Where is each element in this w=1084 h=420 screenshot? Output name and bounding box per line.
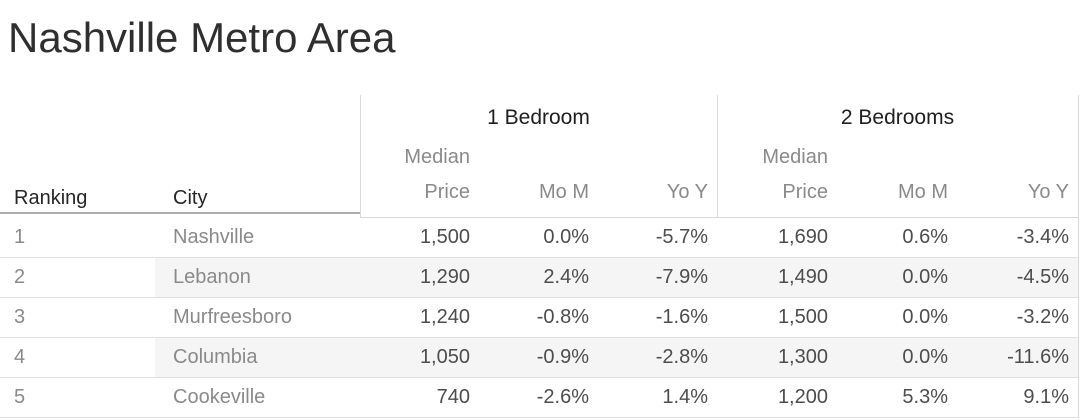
br1-yoy-cell: -7.9%	[598, 258, 717, 297]
br2-yoy-cell: -3.2%	[957, 298, 1078, 337]
yoy-label: Yo Y	[666, 181, 708, 203]
br1-mom-cell: -0.9%	[479, 338, 598, 377]
br2-median-price-cell: 1,200	[717, 378, 837, 417]
group-header-spacer	[0, 95, 360, 140]
table-row: 1 Nashville 1,500 0.0% -5.7% 1,690 0.6% …	[0, 218, 1078, 258]
br2-yoy-cell: -3.4%	[957, 218, 1078, 257]
column-group-header-row: 1 Bedroom 2 Bedrooms	[0, 95, 1078, 140]
column-group-2-bedrooms[interactable]: 2 Bedrooms	[840, 105, 955, 129]
br2-mom-cell: 5.3%	[837, 378, 957, 417]
br1-mom-cell: 0.0%	[479, 218, 598, 257]
column-header-mom-1br[interactable]: Mo M	[479, 175, 598, 212]
column-header-city[interactable]: City	[173, 187, 208, 209]
br2-median-price-cell: 1,500	[717, 298, 837, 337]
br1-mom-cell: 2.4%	[479, 258, 598, 297]
city-cell: Lebanon	[155, 258, 360, 297]
br1-median-price-cell: 740	[360, 378, 479, 417]
ranking-cell: 3	[0, 298, 155, 337]
br1-median-price-cell: 1,050	[360, 338, 479, 377]
city-cell: Murfreesboro	[155, 298, 360, 337]
br2-mom-cell: 0.0%	[837, 258, 957, 297]
br1-yoy-cell: -5.7%	[598, 218, 717, 257]
city-cell: Nashville	[155, 218, 360, 257]
br1-median-price-cell: 1,240	[360, 298, 479, 337]
mom-label: Mo M	[898, 181, 948, 203]
br2-mom-cell: 0.0%	[837, 298, 957, 337]
ranking-cell: 2	[0, 258, 155, 297]
median-price-label-line-2: Price	[424, 181, 470, 203]
column-header-yoy-2br[interactable]: Yo Y	[957, 175, 1078, 212]
ranking-cell: 5	[0, 378, 155, 417]
column-header-mom-2br[interactable]: Mo M	[837, 175, 957, 212]
ranking-cell: 1	[0, 218, 155, 257]
yoy-label: Yo Y	[1027, 181, 1069, 203]
br1-median-price-cell: 1,290	[360, 258, 479, 297]
median-price-label-line-1: Median	[762, 146, 828, 168]
table-right-border	[1078, 95, 1079, 418]
table-row: 3 Murfreesboro 1,240 -0.8% -1.6% 1,500 0…	[0, 298, 1078, 338]
table-row: 2 Lebanon 1,290 2.4% -7.9% 1,490 0.0% -4…	[0, 258, 1078, 298]
column-header-median-price-2br[interactable]: Median Price	[717, 140, 837, 212]
br1-mom-cell: -2.6%	[479, 378, 598, 417]
br2-mom-cell: 0.6%	[837, 218, 957, 257]
br1-yoy-cell: -1.6%	[598, 298, 717, 337]
median-price-label-line-1: Median	[404, 146, 470, 168]
row-header-underline	[0, 212, 360, 214]
br2-median-price-cell: 1,690	[717, 218, 837, 257]
page-title: Nashville Metro Area	[8, 14, 396, 61]
city-cell: Cookeville	[155, 378, 360, 417]
city-cell: Columbia	[155, 338, 360, 377]
table-body: 1 Nashville 1,500 0.0% -5.7% 1,690 0.6% …	[0, 218, 1078, 418]
column-header-median-price-1br[interactable]: Median Price	[360, 140, 479, 212]
column-header-row: Ranking City Median Price Mo M Yo Y Medi…	[0, 140, 1078, 212]
column-header-yoy-1br[interactable]: Yo Y	[598, 175, 717, 212]
br2-median-price-cell: 1,300	[717, 338, 837, 377]
br1-yoy-cell: 1.4%	[598, 378, 717, 417]
br2-mom-cell: 0.0%	[837, 338, 957, 377]
ranking-cell: 4	[0, 338, 155, 377]
table-row: 5 Cookeville 740 -2.6% 1.4% 1,200 5.3% 9…	[0, 378, 1078, 418]
column-group-1-bedroom[interactable]: 1 Bedroom	[487, 105, 590, 129]
table-row: 4 Columbia 1,050 -0.9% -2.8% 1,300 0.0% …	[0, 338, 1078, 378]
mom-label: Mo M	[539, 181, 589, 203]
column-header-ranking[interactable]: Ranking	[14, 187, 88, 209]
br2-yoy-cell: -4.5%	[957, 258, 1078, 297]
br1-median-price-cell: 1,500	[360, 218, 479, 257]
br2-median-price-cell: 1,490	[717, 258, 837, 297]
median-price-label-line-2: Price	[782, 181, 828, 203]
br2-yoy-cell: -11.6%	[957, 338, 1078, 377]
br1-yoy-cell: -2.8%	[598, 338, 717, 377]
br1-mom-cell: -0.8%	[479, 298, 598, 337]
pane-top-border	[360, 217, 1078, 218]
br2-yoy-cell: 9.1%	[957, 378, 1078, 417]
